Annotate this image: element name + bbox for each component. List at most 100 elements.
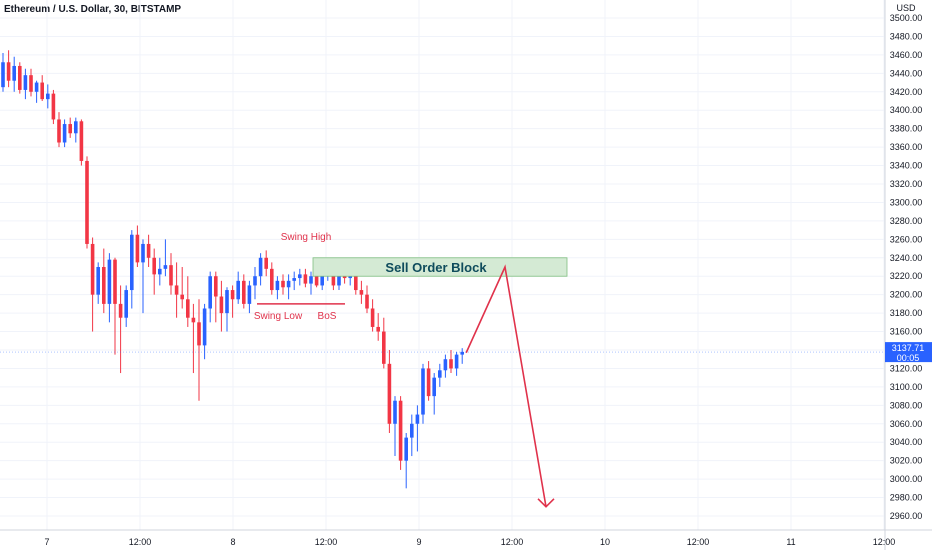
candle-body [410,423,414,438]
candle-body [169,265,173,286]
candle-body [286,280,291,288]
candle-body [320,274,324,286]
candle [270,262,274,295]
candle [365,285,369,314]
candle [23,68,28,100]
candle [449,350,453,374]
price-tick-label: 3240.00 [890,253,923,263]
candle [208,271,212,323]
candle [40,75,44,101]
candle [309,271,313,295]
candle-body [113,259,117,304]
candle-body [12,65,16,81]
candle [292,271,296,291]
candle-body [331,271,336,286]
candle [370,299,375,332]
candle-body [40,82,44,100]
candle [410,414,414,457]
candle [118,285,123,374]
candle-body [23,75,28,90]
candle [102,248,106,314]
candle-body [354,274,358,291]
candle [6,50,11,88]
time-tick-label: 12:00 [687,537,710,547]
candle [359,280,364,304]
candle-body [359,290,364,295]
time-tick-label: 11 [786,537,795,547]
candle [225,287,229,332]
candle [1,53,5,92]
price-tick-label: 3120.00 [890,363,923,373]
candle [124,285,128,327]
candle-body [270,268,274,291]
candle-body [387,363,392,424]
price-tick-label: 3180.00 [890,308,923,318]
candle [376,313,380,341]
candle [152,248,156,295]
candle [158,257,162,286]
candle [236,271,240,304]
candle-body [236,280,240,300]
candle [107,253,112,323]
candle-body [174,285,179,295]
swing-low-label: Swing Low [254,311,303,322]
candle-body [135,234,140,263]
candle [135,225,140,267]
candle-body [29,75,33,92]
candle-body [398,400,403,461]
projection-path [465,264,547,507]
candle-body [421,368,425,415]
price-tick-label: 3160.00 [890,327,923,337]
candle [46,84,50,109]
candle-body [230,290,235,300]
candle-body [275,280,280,291]
candle-body [85,160,89,244]
price-tick-label: 3320.00 [890,179,923,189]
candle [62,119,67,148]
candle-body [247,285,252,304]
candle-body [96,267,100,295]
price-tick-label: 3280.00 [890,216,923,226]
candle [242,274,246,309]
last-price-box [885,342,932,363]
price-tick-label: 3340.00 [890,161,923,171]
time-tick-label: 9 [416,537,421,547]
candle [275,276,280,300]
candle [303,268,308,288]
candle [186,276,190,327]
candle [29,68,33,97]
chart-title: Ethereum / U.S. Dollar, 30, BITSTAMP [4,4,182,15]
price-tick-label: 3100.00 [890,382,923,392]
candle [163,239,168,277]
candle-body [214,276,218,297]
sell-order-block-label: Sell Order Block [385,260,487,275]
price-axis: 3500.00 3480.00 3460.00 3440.00 3420.00 3400.… [890,3,923,521]
candle [197,299,201,401]
candle [387,350,392,433]
price-tick-label: 3020.00 [890,456,923,466]
candle [398,396,403,470]
candle-body [51,93,56,120]
swing-high-label: Swing High [281,232,332,243]
candle-body [443,359,448,371]
candle-body [163,265,168,269]
price-tick-label: 3260.00 [890,234,923,244]
candle-body [118,303,123,318]
candle-body [404,437,408,461]
candle-body [102,267,106,304]
last-price-countdown: 00:05 [897,353,920,363]
candle [18,62,22,94]
price-tick-label: 3480.00 [890,31,923,41]
candle [191,303,196,374]
price-tick-label: 3040.00 [890,437,923,447]
candle-body [57,119,61,143]
price-tick-label: 3300.00 [890,197,923,207]
candle-body [6,62,11,81]
time-tick-label: 12:00 [501,537,524,547]
candle-body [1,62,5,88]
time-tick-label: 12:00 [129,537,152,547]
candle-body [264,257,268,269]
projection-arrowhead [537,498,555,508]
